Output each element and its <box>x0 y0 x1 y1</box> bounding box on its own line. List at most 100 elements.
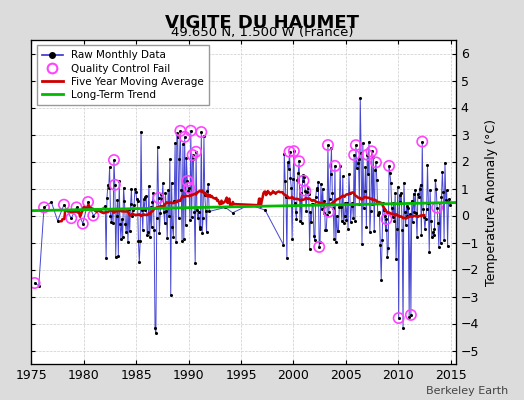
Point <box>285 166 293 172</box>
Point <box>291 209 300 216</box>
Point <box>106 212 115 219</box>
Point <box>351 218 359 224</box>
Point <box>313 186 322 193</box>
Point <box>436 240 445 246</box>
Point <box>332 239 340 246</box>
Legend: Raw Monthly Data, Quality Control Fail, Five Year Moving Average, Long-Term Tren: Raw Monthly Data, Quality Control Fail, … <box>37 45 209 105</box>
Point <box>294 170 302 176</box>
Point <box>325 195 334 202</box>
Point <box>200 132 208 139</box>
Point <box>388 214 397 220</box>
Point <box>245 202 254 208</box>
Point <box>363 152 372 158</box>
Point <box>199 215 207 221</box>
Point <box>60 202 68 208</box>
Point <box>89 212 97 219</box>
Point <box>130 202 138 209</box>
Point <box>380 213 389 220</box>
Point <box>413 234 421 240</box>
Point <box>307 219 315 226</box>
Point <box>120 198 128 204</box>
Point <box>164 187 172 193</box>
Point <box>324 142 332 148</box>
Point <box>152 214 161 221</box>
Point <box>308 201 316 207</box>
Point <box>430 226 439 232</box>
Point <box>398 226 406 233</box>
Point <box>95 207 104 213</box>
Point <box>183 178 191 184</box>
Point <box>345 170 353 177</box>
Point <box>382 216 390 222</box>
Point <box>290 148 298 154</box>
Point <box>401 222 410 228</box>
Point <box>424 200 432 206</box>
Point <box>105 164 114 170</box>
Point <box>421 226 429 232</box>
Point <box>174 215 183 222</box>
Point <box>392 226 401 232</box>
Point <box>295 158 303 164</box>
Point <box>192 148 200 155</box>
Point <box>172 239 180 245</box>
Point <box>324 208 333 215</box>
Point <box>319 186 327 192</box>
Point <box>349 215 357 221</box>
Point <box>428 234 436 240</box>
Point <box>352 142 360 148</box>
Point <box>202 229 211 236</box>
Point <box>402 203 411 209</box>
Point <box>326 171 335 177</box>
Point <box>165 212 173 219</box>
Point <box>350 152 358 158</box>
Point <box>386 170 394 176</box>
Point <box>311 194 320 201</box>
Point <box>175 156 183 162</box>
Point <box>446 202 454 208</box>
Point <box>154 144 162 150</box>
Point <box>171 140 179 146</box>
Point <box>281 178 289 184</box>
Point <box>319 210 328 217</box>
Point <box>190 209 199 216</box>
Point <box>287 184 296 191</box>
Point <box>182 155 191 161</box>
Point <box>353 165 361 171</box>
Point <box>340 220 348 226</box>
Point <box>195 226 204 232</box>
Point <box>418 138 427 145</box>
Point <box>188 214 196 220</box>
Point <box>168 224 177 230</box>
Point <box>306 208 314 215</box>
Point <box>399 325 407 332</box>
Point <box>316 180 325 187</box>
Point <box>286 174 294 181</box>
Point <box>185 185 193 191</box>
Point <box>172 130 181 136</box>
Point <box>445 196 453 202</box>
Point <box>185 185 193 191</box>
Point <box>196 224 204 230</box>
Point <box>176 128 184 134</box>
Point <box>84 199 92 205</box>
Point <box>301 188 309 194</box>
Point <box>396 198 405 205</box>
Point <box>112 254 120 260</box>
Point <box>330 236 338 242</box>
Point <box>305 246 314 252</box>
Point <box>341 200 350 206</box>
Point <box>72 204 81 210</box>
Point <box>184 188 192 194</box>
Point <box>40 204 48 210</box>
Point <box>422 206 431 212</box>
Point <box>299 178 308 184</box>
Point <box>407 312 415 318</box>
Point <box>429 229 437 235</box>
Point <box>327 145 335 152</box>
Point <box>362 224 370 230</box>
Point <box>412 210 420 216</box>
Point <box>318 206 326 212</box>
Point <box>304 191 313 197</box>
Point <box>381 226 390 233</box>
Point <box>30 280 39 286</box>
